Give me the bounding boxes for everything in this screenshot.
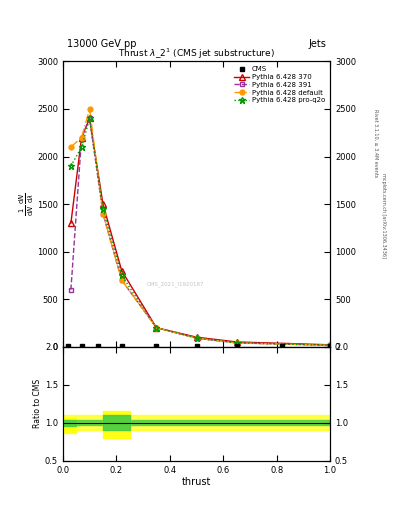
Line: CMS: CMS bbox=[66, 344, 332, 348]
Pythia 6.428 370 bbox=[154, 325, 159, 331]
Title: Thrust $\lambda\_2^1$ (CMS jet substructure): Thrust $\lambda\_2^1$ (CMS jet substruct… bbox=[118, 47, 275, 61]
Pythia 6.428 391 bbox=[87, 115, 92, 121]
Pythia 6.428 391 bbox=[234, 340, 239, 346]
Pythia 6.428 370 bbox=[101, 201, 105, 207]
Pythia 6.428 370 bbox=[328, 342, 332, 348]
Pythia 6.428 pro-q2o bbox=[194, 335, 199, 341]
Pythia 6.428 pro-q2o bbox=[328, 342, 332, 348]
Pythia 6.428 391 bbox=[119, 277, 124, 283]
CMS bbox=[194, 343, 199, 349]
CMS bbox=[328, 343, 332, 349]
Pythia 6.428 pro-q2o bbox=[79, 144, 84, 150]
X-axis label: thrust: thrust bbox=[182, 477, 211, 487]
CMS bbox=[95, 343, 100, 349]
Text: mcplots.cern.ch [arXiv:1306.3436]: mcplots.cern.ch [arXiv:1306.3436] bbox=[381, 173, 386, 258]
CMS bbox=[119, 343, 124, 349]
Pythia 6.428 370 bbox=[234, 339, 239, 345]
Legend: CMS, Pythia 6.428 370, Pythia 6.428 391, Pythia 6.428 default, Pythia 6.428 pro-: CMS, Pythia 6.428 370, Pythia 6.428 391,… bbox=[233, 65, 327, 104]
Pythia 6.428 370 bbox=[79, 135, 84, 141]
Pythia 6.428 391 bbox=[154, 325, 159, 331]
Text: Rivet 3.1.10, ≥ 3.4M events: Rivet 3.1.10, ≥ 3.4M events bbox=[373, 109, 378, 178]
Pythia 6.428 default bbox=[79, 135, 84, 141]
Pythia 6.428 pro-q2o bbox=[101, 206, 105, 212]
Text: Jets: Jets bbox=[309, 38, 326, 49]
Pythia 6.428 default bbox=[119, 277, 124, 283]
Y-axis label: Ratio to CMS: Ratio to CMS bbox=[33, 379, 42, 429]
Pythia 6.428 pro-q2o bbox=[119, 272, 124, 279]
Pythia 6.428 370 bbox=[194, 334, 199, 340]
CMS bbox=[154, 343, 159, 349]
Line: Pythia 6.428 pro-q2o: Pythia 6.428 pro-q2o bbox=[68, 115, 334, 349]
Y-axis label: $\frac{1}{\mathrm{d}N}\,\frac{\mathrm{d}N}{\mathrm{d}\lambda}$: $\frac{1}{\mathrm{d}N}\,\frac{\mathrm{d}… bbox=[17, 192, 35, 216]
Pythia 6.428 default bbox=[154, 325, 159, 331]
CMS bbox=[66, 343, 71, 349]
Pythia 6.428 default bbox=[87, 106, 92, 112]
Pythia 6.428 391 bbox=[328, 342, 332, 348]
Line: Pythia 6.428 default: Pythia 6.428 default bbox=[68, 106, 332, 348]
Pythia 6.428 370 bbox=[87, 115, 92, 121]
Text: CMS_2021_I1920187: CMS_2021_I1920187 bbox=[146, 281, 204, 287]
CMS bbox=[280, 343, 285, 349]
Text: 13000 GeV pp: 13000 GeV pp bbox=[67, 38, 136, 49]
Line: Pythia 6.428 370: Pythia 6.428 370 bbox=[68, 116, 333, 348]
Pythia 6.428 default bbox=[101, 210, 105, 217]
Pythia 6.428 391 bbox=[68, 287, 73, 293]
Pythia 6.428 default bbox=[328, 342, 332, 348]
Pythia 6.428 pro-q2o bbox=[87, 115, 92, 121]
CMS bbox=[79, 343, 84, 349]
Pythia 6.428 pro-q2o bbox=[68, 163, 73, 169]
Pythia 6.428 391 bbox=[79, 135, 84, 141]
Pythia 6.428 default bbox=[234, 340, 239, 346]
Pythia 6.428 370 bbox=[68, 220, 73, 226]
Pythia 6.428 default bbox=[68, 144, 73, 150]
Pythia 6.428 pro-q2o bbox=[154, 325, 159, 331]
CMS bbox=[234, 343, 239, 349]
Pythia 6.428 391 bbox=[194, 335, 199, 341]
Pythia 6.428 pro-q2o bbox=[234, 340, 239, 346]
Pythia 6.428 default bbox=[194, 335, 199, 341]
Line: Pythia 6.428 391: Pythia 6.428 391 bbox=[68, 116, 332, 348]
Pythia 6.428 370 bbox=[119, 268, 124, 274]
Pythia 6.428 391 bbox=[101, 210, 105, 217]
